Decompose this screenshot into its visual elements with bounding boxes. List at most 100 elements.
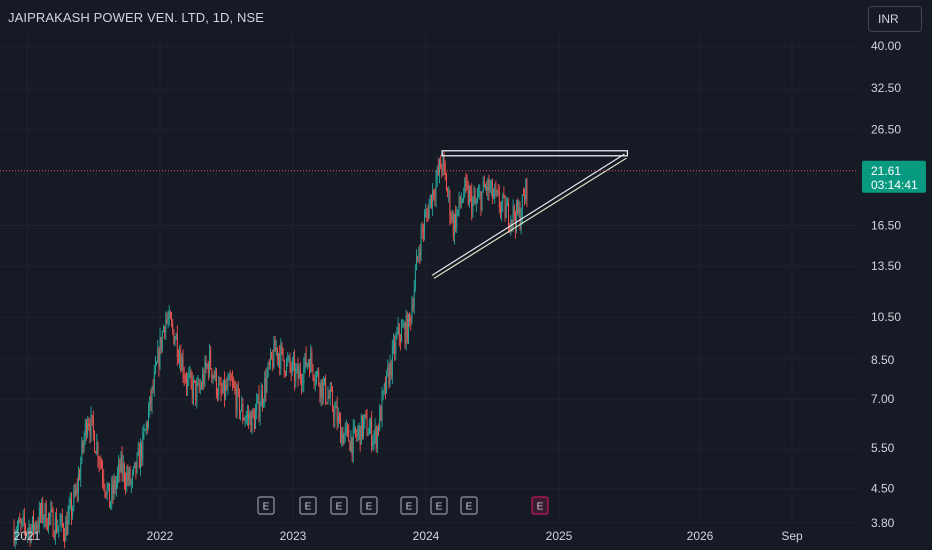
candle-body xyxy=(146,422,148,428)
candle-body xyxy=(72,507,74,516)
candle-body xyxy=(44,504,46,519)
candle-body xyxy=(388,367,390,385)
candle-body xyxy=(87,423,89,436)
price-tick-label: 8.50 xyxy=(871,353,895,367)
candle-body xyxy=(363,420,365,436)
candle-body xyxy=(137,448,139,455)
earnings-marker-label: E xyxy=(336,502,343,513)
candle-body xyxy=(370,419,371,428)
candle-body xyxy=(481,191,483,211)
candle-body xyxy=(490,180,492,188)
candle-body xyxy=(268,363,270,365)
candle-body xyxy=(68,505,70,515)
earnings-marker-label: E xyxy=(537,502,544,513)
candle-body xyxy=(408,314,409,342)
candle-body xyxy=(34,524,36,531)
candle-body xyxy=(368,427,370,435)
candle-body xyxy=(299,369,301,379)
candle-body xyxy=(77,474,79,493)
candle-body xyxy=(374,427,376,435)
support-trendline xyxy=(431,153,625,276)
time-axis[interactable]: 2021 2022 2023 2024 2025 2026 Sep xyxy=(14,529,803,543)
candle-body xyxy=(468,191,470,204)
candle-body xyxy=(96,443,98,454)
candle-body xyxy=(109,483,110,508)
candle-body xyxy=(281,344,283,348)
candle-body xyxy=(128,469,130,480)
time-tick-label: Sep xyxy=(781,529,803,543)
candle-body xyxy=(316,372,317,381)
candle-body xyxy=(180,354,182,371)
currency-button[interactable]: INR xyxy=(868,6,922,32)
candle-body xyxy=(512,206,514,223)
candle-body xyxy=(345,426,347,429)
candle-body xyxy=(164,326,166,333)
candle-body xyxy=(20,522,22,524)
candle-body xyxy=(428,203,430,219)
candle-body xyxy=(222,379,224,393)
candle-body xyxy=(29,526,31,542)
candle-body xyxy=(442,156,444,171)
candle-body xyxy=(163,326,164,332)
candle-body xyxy=(397,324,399,333)
candle-body xyxy=(518,207,520,214)
earnings-marker xyxy=(257,496,275,515)
candle-body xyxy=(375,427,377,448)
candle-body xyxy=(516,201,517,229)
price-axis[interactable]: 40.00 32.50 26.50 16.50 13.50 10.50 8.50 7.00 5.… xyxy=(871,39,901,530)
candle-body xyxy=(371,419,373,447)
candle-body xyxy=(229,375,231,380)
candle-body xyxy=(252,410,254,416)
candle-body xyxy=(278,354,279,359)
candle-body xyxy=(74,490,76,495)
candle-body xyxy=(448,191,450,194)
candle-body xyxy=(195,380,197,400)
candle-body xyxy=(57,528,59,532)
candle-body xyxy=(255,411,256,429)
candle-body xyxy=(271,352,273,358)
candle-body xyxy=(451,214,453,220)
candle-body xyxy=(257,394,259,403)
candle-body xyxy=(333,409,335,420)
candle-body xyxy=(486,186,488,191)
candle-body xyxy=(488,179,490,192)
candle-body xyxy=(511,219,513,223)
candle-body xyxy=(35,524,37,530)
chart-grid xyxy=(0,34,858,524)
candle-body xyxy=(523,194,524,196)
candle-body xyxy=(199,386,201,389)
earnings-marker xyxy=(299,496,317,515)
candle-body xyxy=(348,427,350,442)
candle-body xyxy=(215,369,217,395)
candle-body xyxy=(234,385,236,391)
candle-body xyxy=(472,199,474,214)
candle-body xyxy=(301,378,302,385)
candle-body xyxy=(266,374,268,392)
candle-body xyxy=(393,341,394,347)
earnings-marker xyxy=(330,496,348,515)
candle-body xyxy=(409,314,411,317)
candle-body xyxy=(286,359,287,374)
earnings-marker-label: E xyxy=(263,502,270,513)
price-tick-label: 13.50 xyxy=(871,259,901,273)
candle-body xyxy=(431,195,432,208)
candle-body xyxy=(17,527,18,534)
earnings-marker-label: E xyxy=(366,502,373,513)
candle-body xyxy=(447,190,448,194)
countdown-label: 03:14:41 xyxy=(871,178,918,192)
candle-body xyxy=(334,408,336,420)
candle-body xyxy=(159,337,161,367)
candle-body xyxy=(156,362,158,365)
candle-body xyxy=(251,410,253,433)
candle-body xyxy=(247,413,248,417)
candle-body xyxy=(122,464,124,475)
candle-body xyxy=(390,361,392,376)
trendlines[interactable] xyxy=(431,150,629,279)
candle-body xyxy=(182,357,184,376)
candle-body xyxy=(130,481,132,484)
candle-body xyxy=(405,315,407,344)
candle-body xyxy=(485,186,486,188)
